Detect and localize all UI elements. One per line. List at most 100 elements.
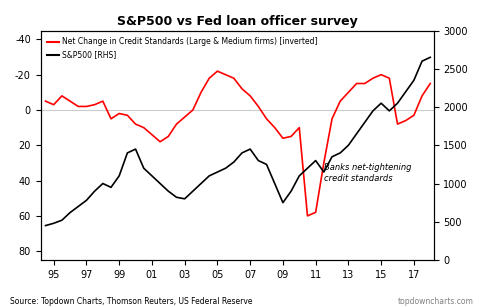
Net Change in Credit Standards (Large & Medium firms) [inverted]	[206, 76, 212, 80]
Net Change in Credit Standards (Large & Medium firms) [inverted]	[272, 126, 278, 130]
S&P500 [RHS]	[272, 182, 278, 185]
Net Change in Credit Standards (Large & Medium firms) [inverted]	[92, 103, 98, 107]
Net Change in Credit Standards (Large & Medium firms) [inverted]	[231, 76, 237, 80]
Net Change in Credit Standards (Large & Medium firms) [inverted]	[84, 105, 89, 108]
S&P500 [RHS]	[223, 166, 228, 170]
Net Change in Credit Standards (Large & Medium firms) [inverted]	[403, 119, 409, 122]
Net Change in Credit Standards (Large & Medium firms) [inverted]	[256, 105, 261, 108]
S&P500 [RHS]	[247, 147, 253, 151]
Net Change in Credit Standards (Large & Medium firms) [inverted]	[329, 117, 335, 121]
S&P500 [RHS]	[133, 147, 139, 151]
S&P500 [RHS]	[198, 182, 204, 185]
Net Change in Credit Standards (Large & Medium firms) [inverted]	[419, 94, 425, 98]
Net Change in Credit Standards (Large & Medium firms) [inverted]	[362, 82, 368, 85]
S&P500 [RHS]	[43, 224, 48, 227]
S&P500 [RHS]	[370, 109, 376, 113]
Net Change in Credit Standards (Large & Medium firms) [inverted]	[386, 76, 392, 80]
Net Change in Credit Standards (Large & Medium firms) [inverted]	[51, 103, 57, 107]
Net Change in Credit Standards (Large & Medium firms) [inverted]	[157, 140, 163, 144]
Net Change in Credit Standards (Large & Medium firms) [inverted]	[149, 133, 155, 137]
S&P500 [RHS]	[321, 170, 327, 174]
S&P500 [RHS]	[149, 174, 155, 178]
Net Change in Credit Standards (Large & Medium firms) [inverted]	[125, 113, 130, 117]
Net Change in Credit Standards (Large & Medium firms) [inverted]	[59, 94, 65, 98]
Net Change in Credit Standards (Large & Medium firms) [inverted]	[239, 87, 245, 91]
S&P500 [RHS]	[403, 90, 409, 94]
Legend: Net Change in Credit Standards (Large & Medium firms) [inverted], S&P500 [RHS]: Net Change in Credit Standards (Large & …	[44, 34, 321, 62]
Net Change in Credit Standards (Large & Medium firms) [inverted]	[190, 108, 196, 112]
S&P500 [RHS]	[313, 159, 319, 162]
Net Change in Credit Standards (Large & Medium firms) [inverted]	[345, 91, 351, 94]
S&P500 [RHS]	[329, 155, 335, 159]
S&P500 [RHS]	[157, 182, 163, 185]
S&P500 [RHS]	[419, 59, 425, 63]
Net Change in Credit Standards (Large & Medium firms) [inverted]	[427, 82, 433, 85]
S&P500 [RHS]	[75, 205, 81, 208]
Net Change in Credit Standards (Large & Medium firms) [inverted]	[288, 134, 294, 138]
S&P500 [RHS]	[67, 211, 73, 214]
Net Change in Credit Standards (Large & Medium firms) [inverted]	[321, 161, 327, 165]
Text: Source: Topdown Charts, Thomson Reuters, US Federal Reserve: Source: Topdown Charts, Thomson Reuters,…	[10, 297, 252, 306]
Net Change in Credit Standards (Large & Medium firms) [inverted]	[133, 122, 139, 126]
S&P500 [RHS]	[395, 101, 400, 105]
Line: S&P500 [RHS]: S&P500 [RHS]	[45, 57, 430, 226]
Net Change in Credit Standards (Large & Medium firms) [inverted]	[182, 115, 187, 119]
Net Change in Credit Standards (Large & Medium firms) [inverted]	[116, 112, 122, 115]
S&P500 [RHS]	[354, 132, 359, 136]
S&P500 [RHS]	[305, 166, 311, 170]
S&P500 [RHS]	[280, 201, 286, 204]
Title: S&P500 vs Fed loan officer survey: S&P500 vs Fed loan officer survey	[117, 15, 357, 28]
S&P500 [RHS]	[116, 174, 122, 178]
S&P500 [RHS]	[288, 189, 294, 193]
Net Change in Credit Standards (Large & Medium firms) [inverted]	[354, 82, 359, 85]
Net Change in Credit Standards (Large & Medium firms) [inverted]	[280, 136, 286, 140]
S&P500 [RHS]	[345, 143, 351, 147]
Net Change in Credit Standards (Large & Medium firms) [inverted]	[223, 73, 228, 76]
Net Change in Credit Standards (Large & Medium firms) [inverted]	[264, 117, 270, 121]
S&P500 [RHS]	[92, 189, 98, 193]
S&P500 [RHS]	[108, 185, 114, 189]
S&P500 [RHS]	[231, 160, 237, 164]
Net Change in Credit Standards (Large & Medium firms) [inverted]	[305, 214, 311, 218]
Text: topdowncharts.com: topdowncharts.com	[398, 297, 473, 306]
Net Change in Credit Standards (Large & Medium firms) [inverted]	[198, 91, 204, 94]
Net Change in Credit Standards (Large & Medium firms) [inverted]	[297, 126, 302, 130]
Net Change in Credit Standards (Large & Medium firms) [inverted]	[100, 99, 106, 103]
S&P500 [RHS]	[362, 120, 368, 124]
S&P500 [RHS]	[182, 197, 187, 201]
S&P500 [RHS]	[297, 174, 302, 178]
S&P500 [RHS]	[190, 189, 196, 193]
S&P500 [RHS]	[386, 109, 392, 113]
S&P500 [RHS]	[125, 151, 130, 155]
Net Change in Credit Standards (Large & Medium firms) [inverted]	[313, 211, 319, 214]
S&P500 [RHS]	[256, 159, 261, 162]
Net Change in Credit Standards (Large & Medium firms) [inverted]	[247, 94, 253, 98]
S&P500 [RHS]	[173, 196, 179, 199]
S&P500 [RHS]	[206, 174, 212, 178]
Net Change in Credit Standards (Large & Medium firms) [inverted]	[43, 99, 48, 103]
S&P500 [RHS]	[84, 199, 89, 202]
Net Change in Credit Standards (Large & Medium firms) [inverted]	[337, 99, 343, 103]
S&P500 [RHS]	[239, 151, 245, 155]
Text: Banks net-tightening
credit standards: Banks net-tightening credit standards	[324, 163, 412, 183]
S&P500 [RHS]	[411, 78, 417, 82]
Line: Net Change in Credit Standards (Large & Medium firms) [inverted]: Net Change in Credit Standards (Large & …	[45, 71, 430, 216]
S&P500 [RHS]	[59, 218, 65, 222]
Net Change in Credit Standards (Large & Medium firms) [inverted]	[67, 99, 73, 103]
Net Change in Credit Standards (Large & Medium firms) [inverted]	[141, 126, 147, 130]
Net Change in Credit Standards (Large & Medium firms) [inverted]	[173, 122, 179, 126]
S&P500 [RHS]	[141, 166, 147, 170]
S&P500 [RHS]	[427, 56, 433, 59]
S&P500 [RHS]	[214, 170, 220, 174]
Net Change in Credit Standards (Large & Medium firms) [inverted]	[108, 117, 114, 121]
Net Change in Credit Standards (Large & Medium firms) [inverted]	[395, 122, 400, 126]
Net Change in Credit Standards (Large & Medium firms) [inverted]	[370, 76, 376, 80]
S&P500 [RHS]	[337, 151, 343, 155]
Net Change in Credit Standards (Large & Medium firms) [inverted]	[75, 105, 81, 108]
Net Change in Credit Standards (Large & Medium firms) [inverted]	[214, 69, 220, 73]
S&P500 [RHS]	[378, 101, 384, 105]
Net Change in Credit Standards (Large & Medium firms) [inverted]	[378, 73, 384, 76]
Net Change in Credit Standards (Large & Medium firms) [inverted]	[411, 113, 417, 117]
S&P500 [RHS]	[51, 221, 57, 225]
S&P500 [RHS]	[264, 162, 270, 166]
